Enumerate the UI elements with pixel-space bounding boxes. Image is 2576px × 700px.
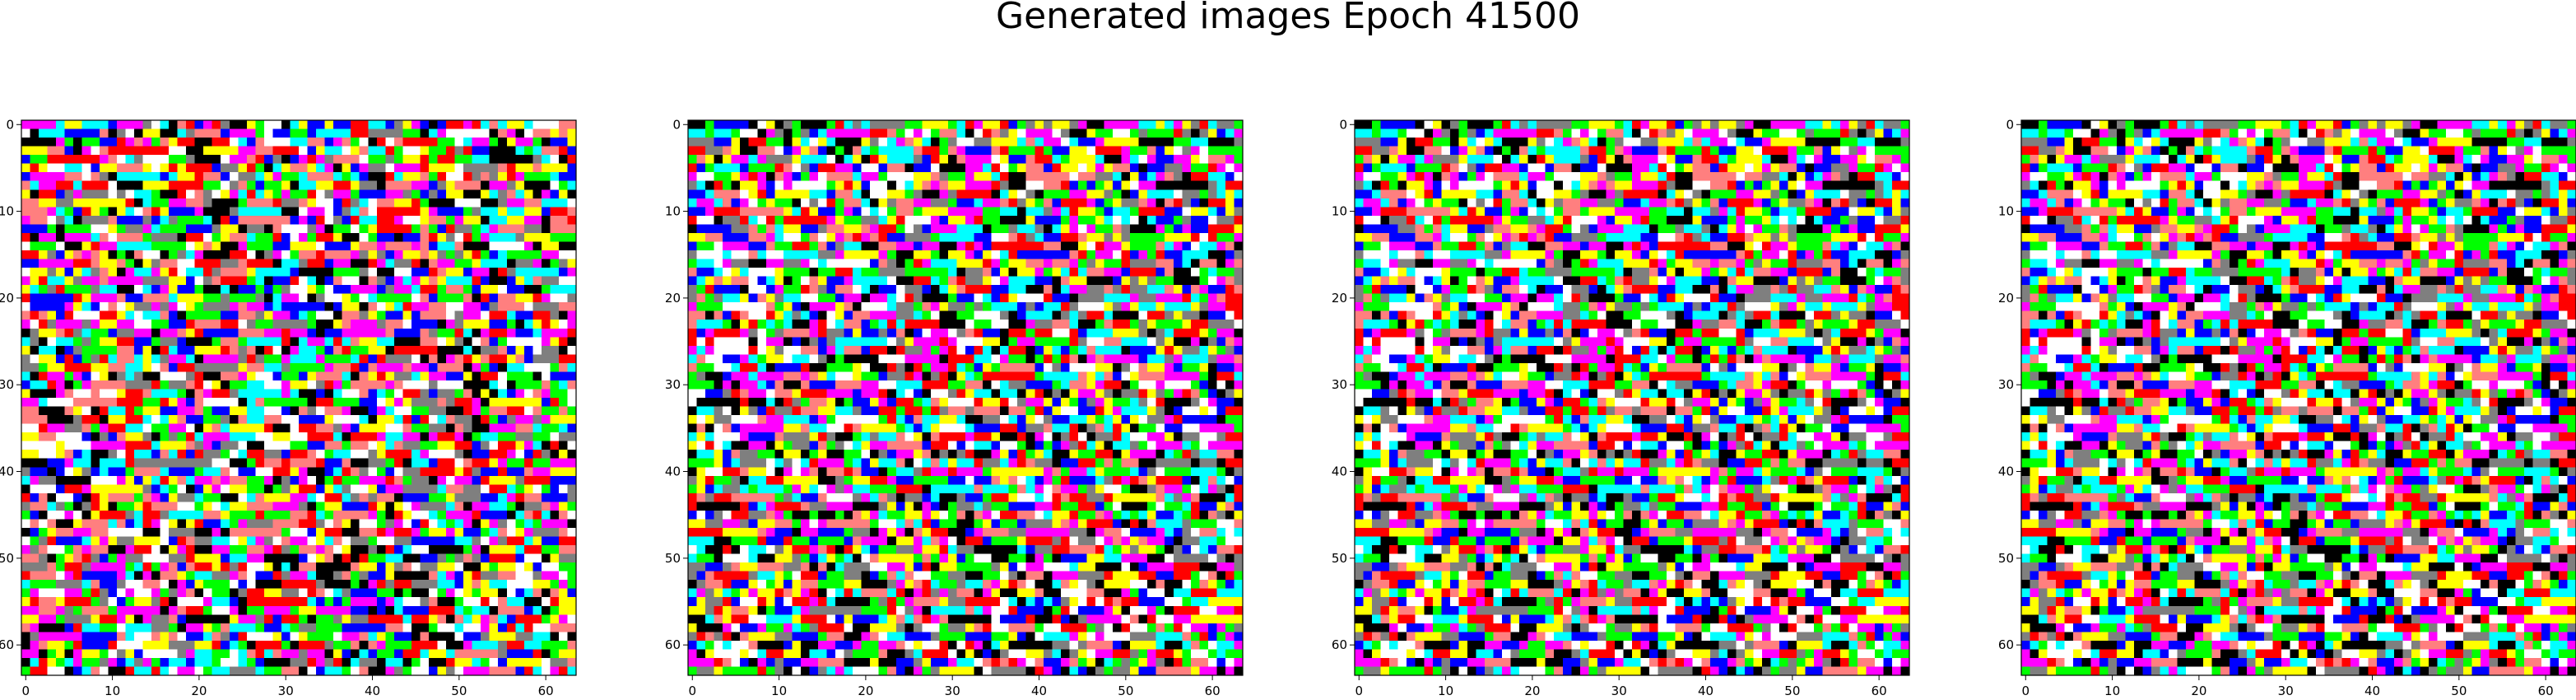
y-tick-label: 50 — [0, 551, 14, 566]
x-tick-label: 20 — [191, 684, 207, 698]
x-tick-label: 30 — [2278, 684, 2294, 698]
x-tick-label: 60 — [538, 684, 554, 698]
x-tick-label: 0 — [1355, 684, 1363, 698]
x-tick-label: 20 — [858, 684, 873, 698]
y-tick-label: 40 — [1332, 464, 1347, 479]
x-tick-label: 20 — [1524, 684, 1540, 698]
x-tick-label: 40 — [365, 684, 380, 698]
y-tick-label: 10 — [665, 204, 681, 219]
y-tick-label: 0 — [2006, 117, 2014, 132]
x-tick-label: 0 — [688, 684, 696, 698]
x-tick-label: 50 — [2451, 684, 2467, 698]
x-tick-label: 40 — [1031, 684, 1047, 698]
x-tick-label: 60 — [1872, 684, 1887, 698]
image-panel-4: 0 10 20 30 40 50 60 0 10 20 30 40 50 60 — [2000, 107, 2576, 700]
y-tick-label: 50 — [665, 551, 681, 566]
x-tick-label: 60 — [2538, 684, 2554, 698]
y-tick-label: 0 — [672, 117, 681, 132]
x-tick-label: 0 — [2021, 684, 2030, 698]
x-tick-label: 10 — [2104, 684, 2120, 698]
y-tick-label: 10 — [1332, 204, 1347, 219]
x-tick-label: 50 — [451, 684, 467, 698]
x-tick-label: 10 — [105, 684, 120, 698]
x-tick-label: 50 — [1784, 684, 1800, 698]
x-tick-label: 20 — [2191, 684, 2206, 698]
y-tick-label: 60 — [1332, 637, 1347, 652]
x-tick-label: 30 — [1611, 684, 1627, 698]
y-tick-label: 40 — [0, 464, 14, 479]
y-tick-label: 0 — [1339, 117, 1347, 132]
x-tick-label: 10 — [1438, 684, 1453, 698]
y-tick-label: 20 — [0, 291, 14, 306]
y-tick-label: 30 — [665, 377, 681, 392]
pixel-grid — [21, 120, 577, 676]
y-tick-label: 60 — [1998, 637, 2014, 652]
pixel-grid — [688, 120, 1244, 676]
y-tick-label: 0 — [6, 117, 14, 132]
x-tick-label: 60 — [1205, 684, 1221, 698]
x-tick-label: 50 — [1118, 684, 1133, 698]
y-tick-label: 30 — [1332, 377, 1347, 392]
y-tick-label: 20 — [665, 291, 681, 306]
image-panel-3: 0 10 20 30 40 50 60 0 10 20 30 40 50 60 — [1333, 107, 1926, 700]
pixel-grid — [2021, 120, 2576, 676]
y-tick-label: 30 — [1998, 377, 2014, 392]
x-tick-label: 30 — [278, 684, 294, 698]
y-tick-label: 20 — [1998, 291, 2014, 306]
image-panel-2: 0 10 20 30 40 50 60 0 10 20 30 40 50 60 — [667, 107, 1259, 700]
y-tick-label: 40 — [665, 464, 681, 479]
y-tick-label: 60 — [0, 637, 14, 652]
pixel-grid — [1355, 120, 1910, 676]
y-tick-label: 10 — [1998, 204, 2014, 219]
y-tick-label: 40 — [1998, 464, 2014, 479]
x-tick-label: 0 — [21, 684, 30, 698]
y-tick-label: 10 — [0, 204, 14, 219]
x-tick-label: 40 — [1698, 684, 1713, 698]
y-tick-label: 50 — [1332, 551, 1347, 566]
y-tick-label: 20 — [1332, 291, 1347, 306]
figure-title: Generated images Epoch 41500 — [0, 0, 2576, 41]
y-tick-label: 60 — [665, 637, 681, 652]
x-tick-label: 30 — [945, 684, 960, 698]
image-panel-1: 0 10 20 30 40 50 60 0 10 20 30 40 50 60 — [0, 107, 593, 700]
x-tick-label: 10 — [771, 684, 787, 698]
x-tick-label: 40 — [2364, 684, 2380, 698]
y-tick-label: 50 — [1998, 551, 2014, 566]
y-tick-label: 30 — [0, 377, 14, 392]
